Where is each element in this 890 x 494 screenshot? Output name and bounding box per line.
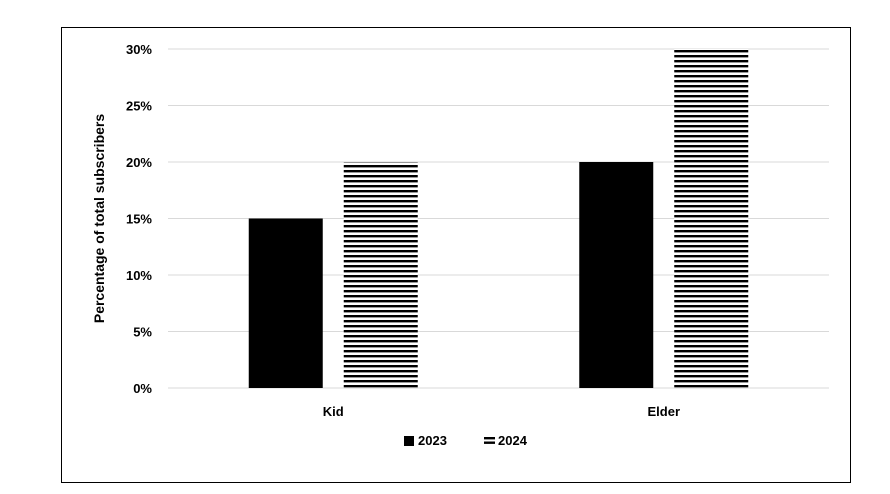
y-tick-label: 30% xyxy=(126,42,152,57)
legend-label: 2024 xyxy=(498,433,528,448)
x-tick-label: Elder xyxy=(647,404,680,419)
bar-elder-2024 xyxy=(674,49,749,388)
y-tick-label: 15% xyxy=(126,212,152,227)
x-tick-label: Kid xyxy=(323,404,344,419)
bar-kid-2023 xyxy=(248,218,323,388)
legend-swatch-2024 xyxy=(484,437,495,444)
legend-label: 2023 xyxy=(418,433,447,448)
bar-elder-2023 xyxy=(579,162,654,388)
y-tick-label: 25% xyxy=(126,99,152,114)
legend: 2023 2024 xyxy=(404,433,528,448)
legend-swatch-2023 xyxy=(404,436,414,446)
y-axis-title: Percentage of total subscribers xyxy=(91,114,107,324)
bars xyxy=(248,49,749,388)
x-axis-ticks: Kid Elder xyxy=(323,404,680,419)
y-tick-label: 5% xyxy=(133,325,152,340)
y-tick-label: 10% xyxy=(126,268,152,283)
bar-kid-2024 xyxy=(343,162,418,388)
y-tick-label: 20% xyxy=(126,155,152,170)
y-axis-ticks: 0% 5% 10% 15% 20% 25% 30% xyxy=(126,42,152,396)
y-tick-label: 0% xyxy=(133,381,152,396)
